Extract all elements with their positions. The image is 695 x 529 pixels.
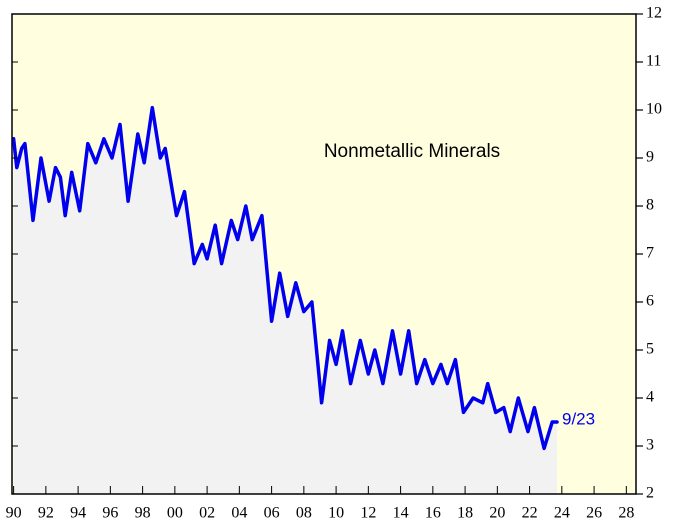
y-tick-label: 9 — [646, 149, 654, 166]
x-tick-label: 08 — [296, 505, 312, 522]
x-tick-label: 04 — [231, 505, 247, 522]
y-tick-label: 10 — [646, 101, 662, 118]
end-label: 9/23 — [562, 409, 595, 428]
y-tick-label: 4 — [646, 389, 654, 406]
x-tick-label: 10 — [328, 505, 344, 522]
x-tick-label: 26 — [586, 505, 602, 522]
x-tick-label: 96 — [102, 505, 118, 522]
line — [11, 105, 559, 451]
y-tick-label: 7 — [646, 245, 654, 262]
x-tick-label: 02 — [199, 505, 215, 522]
x-tick-label: 12 — [360, 505, 376, 522]
x-tick-label: 20 — [489, 505, 505, 522]
x-tick-label: 90 — [6, 505, 22, 522]
x-tick-label: 18 — [457, 505, 473, 522]
content — [11, 105, 559, 494]
y-tick-label: 11 — [646, 53, 661, 70]
x-tick-label: 16 — [425, 505, 441, 522]
y-tick-label: 3 — [646, 437, 654, 454]
x-tick-label: 94 — [70, 505, 86, 522]
y-tick-label: 5 — [646, 341, 654, 358]
x-tick-label: 24 — [554, 505, 570, 522]
area — [13, 107, 558, 494]
x-tick-label: 98 — [135, 505, 151, 522]
x-tick-label: 00 — [167, 505, 183, 522]
y-tick-label: 12 — [646, 5, 662, 22]
x-tick-label: 28 — [618, 505, 634, 522]
x-tick-label: 92 — [38, 505, 54, 522]
x-tick-label: 14 — [393, 505, 409, 522]
y-tick-label: 6 — [646, 293, 654, 310]
chart-title: Nonmetallic Minerals — [324, 141, 500, 162]
y-tick-label: 8 — [646, 197, 654, 214]
x-tick-label: 22 — [522, 505, 538, 522]
y-tick-label: 2 — [646, 485, 654, 502]
x-tick-label: 06 — [264, 505, 280, 522]
